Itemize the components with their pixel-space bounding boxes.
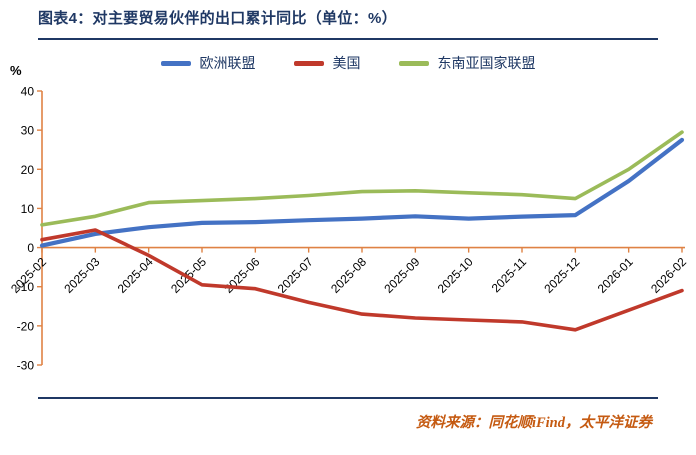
y-axis-unit-label: % [10,63,22,78]
source-note: 资料来源：同花顺iFind，太平洋证券 [415,415,652,431]
x-tick-label: 2026-01 [595,255,636,296]
legend-item-us: 美国 [293,53,361,73]
legend-item-asean: 东南亚国家联盟 [398,53,536,73]
x-tick-label: 2025-03 [61,255,102,296]
legend-label-us: 美国 [332,55,361,71]
y-tick-label: 40 [21,85,35,99]
legend-label-asean: 东南亚国家联盟 [437,55,536,71]
x-tick-label: 2025-10 [435,255,476,296]
legend-label-eu: 欧洲联盟 [199,55,256,71]
y-tick-label: 20 [21,163,35,177]
legend-swatch-asean [398,60,429,66]
legend-item-eu: 欧洲联盟 [160,53,256,73]
x-tick-label: 2025-07 [275,255,316,296]
x-tick-label: 2025-08 [328,255,369,296]
x-tick-label: 2025-09 [381,255,422,296]
x-tick-label: 2025-05 [168,255,209,296]
y-tick-label: 30 [21,124,35,138]
y-tick-label: -30 [17,359,35,373]
series-line-0 [39,137,685,248]
chart-legend: 欧洲联盟 美国 东南亚国家联盟 [0,53,696,73]
bottom-divider [38,397,658,399]
y-tick-label: 10 [21,202,35,216]
y-tick-label: -20 [17,319,35,333]
x-tick-label: 2025-12 [541,255,582,296]
x-tick-label: 2025-04 [115,255,156,296]
chart-title: 图表4：对主要贸易伙伴的出口累计同比（单位：%） [38,10,397,27]
x-tick-label: 2025-11 [489,255,530,296]
y-tick-label: 0 [27,241,34,255]
legend-swatch-eu [160,60,191,66]
series-line-1 [40,228,684,332]
legend-swatch-us [293,60,324,66]
y-tick-label: -10 [17,280,35,294]
top-divider [38,38,658,40]
series-line-2 [40,130,684,227]
chart-area: % 欧洲联盟 美国 东南亚国家联盟 40 30 20 10 0 -10 -20 -30 2025… [0,53,696,387]
